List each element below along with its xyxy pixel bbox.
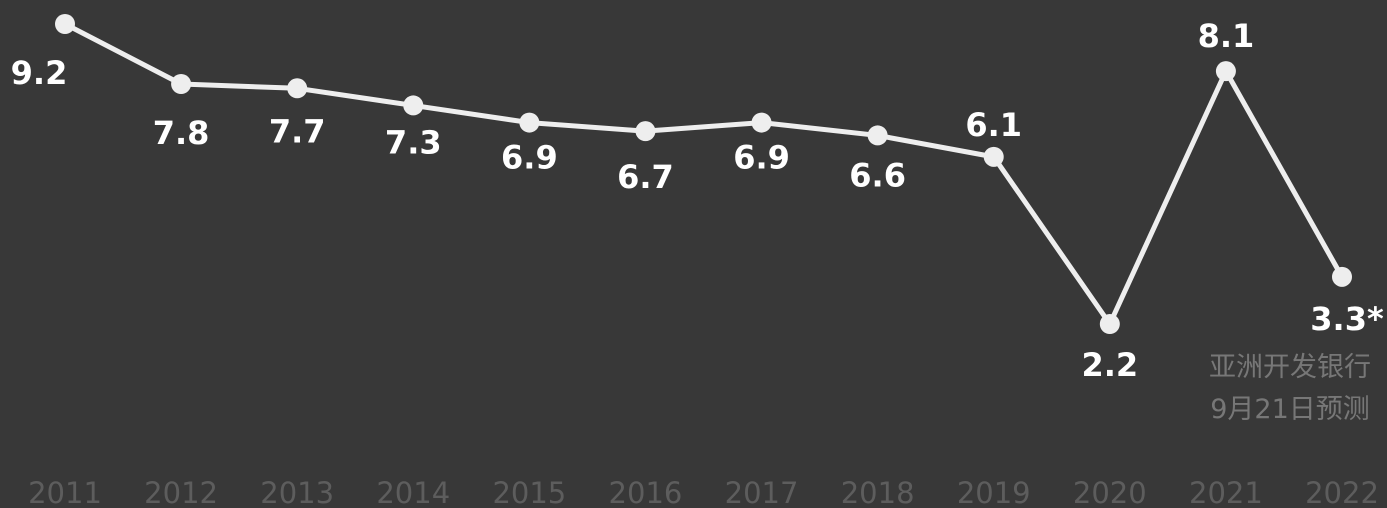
- data-label-2011: 9.2: [11, 54, 68, 92]
- data-point-2016: [635, 121, 656, 142]
- data-label-2017: 6.9: [733, 139, 790, 177]
- x-tick-2016: 2016: [609, 476, 683, 508]
- data-point-2013: [287, 78, 308, 99]
- data-point-2020: [1099, 314, 1120, 334]
- series-line: [63, 21, 1345, 327]
- x-tick-2012: 2012: [144, 476, 218, 508]
- x-tick-2022: 2022: [1305, 476, 1379, 508]
- x-tick-2019: 2019: [957, 476, 1031, 508]
- data-label-2022: 3.3*: [1310, 300, 1384, 338]
- data-label-2021: 8.1: [1198, 17, 1255, 55]
- data-label-2014: 7.3: [385, 123, 442, 161]
- data-point-2019: [983, 146, 1004, 167]
- x-tick-2020: 2020: [1073, 476, 1147, 508]
- data-point-2022: [1332, 266, 1352, 287]
- x-tick-2013: 2013: [260, 476, 334, 508]
- x-tick-2015: 2015: [492, 476, 566, 508]
- x-axis-tick-layer: 2011 2012 2013 2014 2015 2016 2017 2018 2019 2020…: [28, 476, 1379, 508]
- data-point-2015: [519, 112, 540, 133]
- x-tick-2014: 2014: [376, 476, 450, 508]
- data-label-2015: 6.9: [501, 139, 558, 177]
- data-label-layer: 9.2 7.8 7.7 7.3 6.9 6.7 6.9 6.6 6.1 2.2 8.1 3.3*: [11, 17, 1384, 384]
- x-tick-2017: 2017: [725, 476, 799, 508]
- series-line-layer: [63, 21, 1345, 327]
- data-label-2012: 7.8: [153, 114, 210, 152]
- annotation-line-2: 9月21日预测: [1210, 394, 1370, 425]
- data-point-2011: [55, 14, 75, 34]
- data-label-2019: 6.1: [965, 106, 1022, 144]
- data-label-2018: 6.6: [849, 156, 906, 194]
- annotation-line-1: 亚洲开发银行: [1209, 352, 1371, 383]
- data-point-2021: [1215, 61, 1236, 82]
- data-point-2018: [867, 125, 888, 146]
- data-point-2017: [751, 112, 772, 133]
- x-tick-2021: 2021: [1189, 476, 1263, 508]
- data-label-2013: 7.7: [269, 112, 326, 150]
- data-point-2014: [403, 95, 424, 116]
- data-label-2020: 2.2: [1081, 346, 1138, 384]
- data-point-2012: [171, 74, 192, 94]
- data-point-layer: [55, 14, 1352, 334]
- x-tick-2018: 2018: [841, 476, 915, 508]
- x-tick-2011: 2011: [28, 476, 102, 508]
- data-label-2016: 6.7: [617, 158, 674, 196]
